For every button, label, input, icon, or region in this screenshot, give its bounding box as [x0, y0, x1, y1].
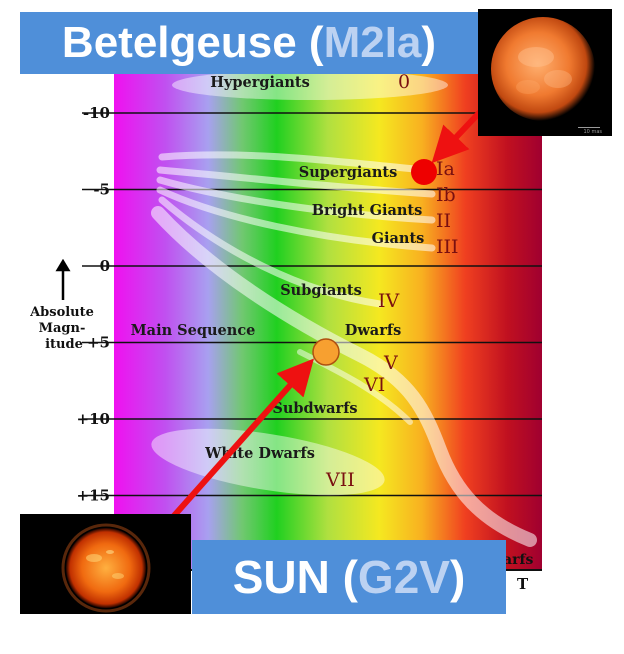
bright-giants-label: Bright Giants — [312, 202, 423, 219]
y-axis-label-line-3: itude — [45, 337, 83, 352]
supergiants-b-class-label: Ib — [436, 184, 456, 206]
dwarfs-class-label: V — [383, 352, 398, 374]
hypergiants-class-label: 0 — [398, 71, 410, 93]
spectrum-background — [114, 60, 542, 570]
betelgeuse-photo: 10 mas — [478, 9, 612, 136]
sun-banner: SUN (G2V) — [192, 540, 506, 614]
white-dwarfs-band — [151, 428, 385, 496]
supergiants-class-label: Ia — [436, 158, 455, 180]
subdwarfs-class-label: VI — [363, 374, 385, 396]
giants-band — [156, 186, 436, 252]
main-sequence-label: Main Sequence — [131, 322, 256, 339]
scale-bar — [578, 127, 600, 128]
supergiants-label: Supergiants — [299, 164, 397, 181]
tick-label: -5 — [93, 181, 110, 199]
region-labels: Hypergiants 0 Supergiants Ia Ib Bright Giants… — [131, 71, 459, 491]
sun-arrow — [169, 358, 314, 520]
hypergiants-label: Hypergiants — [210, 74, 310, 91]
main-sequence-band — [151, 206, 537, 547]
betelgeuse-spectral-type: M2Ia — [323, 18, 422, 67]
betelgeuse-name: Betelgeuse — [61, 18, 297, 67]
hypergiants-band — [172, 70, 448, 100]
tick-label: +15 — [77, 487, 110, 505]
betelgeuse-arrow — [431, 109, 483, 164]
y-axis-label-line-2: Magn- — [39, 321, 86, 336]
betelgeuse-banner: Betelgeuse (M2Ia) — [20, 12, 478, 74]
supergiants-ia-band — [158, 151, 429, 174]
dwarfs-label: Dwarfs — [345, 322, 402, 339]
subgiants-band — [158, 196, 384, 308]
dwarfs-fragment-label: arfs — [503, 552, 533, 568]
corner-axis-label: T — [517, 575, 529, 593]
tick-label: 0 — [100, 257, 110, 275]
tick-label: +5 — [87, 334, 110, 352]
subgiants-label: Subgiants — [280, 282, 362, 299]
sun-marker — [312, 338, 340, 366]
subgiants-class-label: IV — [378, 290, 400, 312]
scale-bar-text: 10 mas — [583, 129, 603, 135]
giants-class-label: III — [436, 236, 459, 258]
tick-label: +10 — [77, 410, 110, 428]
sun-name: SUN — [232, 551, 330, 603]
betelgeuse-marker — [411, 159, 437, 185]
bright-giants-band — [156, 176, 436, 224]
tick-label: -10 — [83, 104, 110, 122]
magnitude-tick-labels: -10 -5 0 +5 +10 +15 — [77, 104, 110, 505]
bright-giants-class-label: II — [436, 210, 451, 232]
white-dwarfs-class-label: VII — [325, 469, 355, 491]
subdwarfs-label: Subdwarfs — [272, 400, 357, 417]
supergiants-ib-band — [156, 166, 436, 198]
y-axis-label-line-1: Absolute — [29, 305, 94, 320]
giants-label: Giants — [372, 230, 425, 247]
sun-photo — [20, 514, 191, 614]
sun-spectral-type: G2V — [357, 551, 450, 603]
